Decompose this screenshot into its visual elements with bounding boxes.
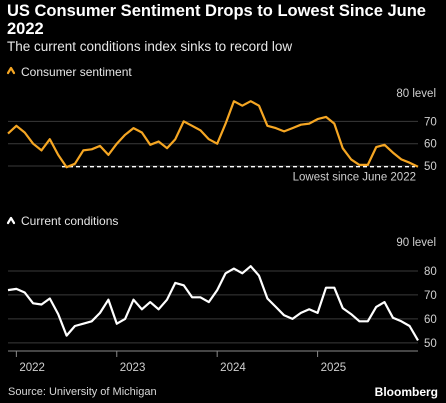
x-tick-label: 2023 xyxy=(120,362,146,374)
sentiment-y-tick-label: 70 xyxy=(424,116,437,128)
reference-label-lowest-since-june-2022: Lowest since June 2022 xyxy=(293,172,416,184)
conditions-y-tick-label: 80 xyxy=(424,266,437,278)
series-line-current-conditions xyxy=(7,265,419,341)
legend-swatch-current-conditions xyxy=(6,216,16,225)
chart-subtitle: The current conditions index sinks to re… xyxy=(7,39,293,54)
current-conditions-panel: Current conditions 90 level 50 60 70 80 202… xyxy=(6,214,437,374)
conditions-y-tick-label: 50 xyxy=(424,338,437,350)
x-tick-label: 2024 xyxy=(220,362,246,374)
sentiment-y-tick-label: 60 xyxy=(424,139,437,151)
conditions-y-tick-label: 60 xyxy=(424,314,437,326)
x-tick-label: 2025 xyxy=(321,362,347,374)
x-tick-label: 2022 xyxy=(19,362,45,374)
bloomberg-logo: Bloomberg xyxy=(374,385,438,399)
axis-note-80-level: 80 level xyxy=(396,88,436,100)
chart-title: US Consumer Sentiment Drops to Lowest Si… xyxy=(7,2,426,38)
axis-note-90-level: 90 level xyxy=(396,237,436,249)
sentiment-y-tick-label: 50 xyxy=(424,161,437,173)
legend-current-conditions: Current conditions xyxy=(21,214,118,228)
legend-swatch-consumer-sentiment xyxy=(6,66,16,75)
consumer-sentiment-panel: Consumer sentiment 80 level 50 60 70 Lowes… xyxy=(6,65,437,184)
series-line-consumer-sentiment xyxy=(7,100,419,169)
conditions-y-tick-label: 70 xyxy=(424,290,437,302)
legend-consumer-sentiment: Consumer sentiment xyxy=(21,65,132,79)
source-note: Source: University of Michigan xyxy=(8,386,157,398)
